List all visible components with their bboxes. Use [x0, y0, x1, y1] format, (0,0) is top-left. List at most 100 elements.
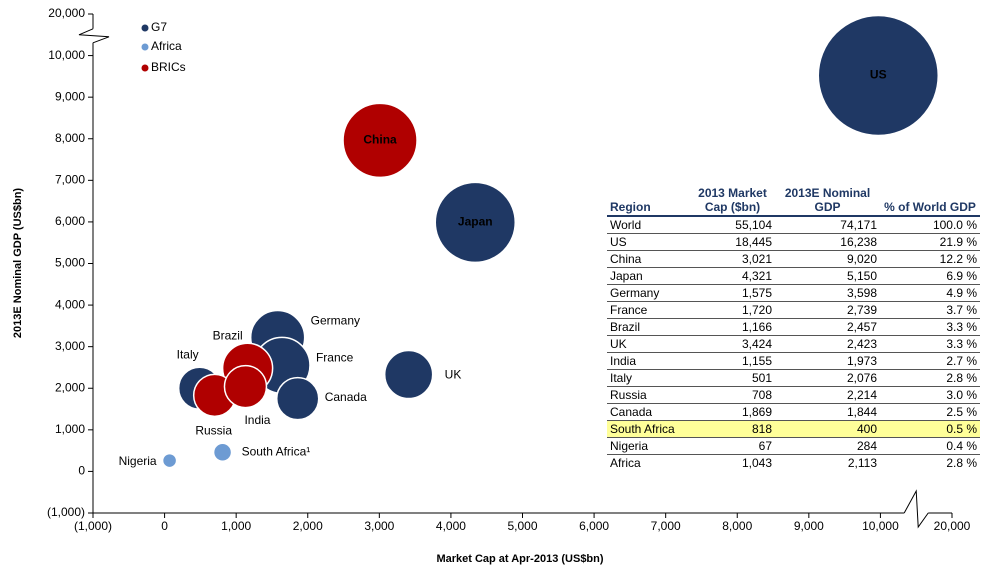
- table-row: India 1,155 1,973 2.7 %: [607, 352, 980, 370]
- table-cell: 4,321: [690, 267, 775, 285]
- bubble-label: India: [244, 413, 270, 427]
- bubble-label: Japan: [458, 215, 493, 229]
- table-row: France 1,720 2,739 3.7 %: [607, 301, 980, 319]
- table-cell: 67: [690, 437, 775, 455]
- table-row: China 3,021 9,020 12.2 %: [607, 250, 980, 268]
- table-row: Germany 1,575 3,598 4.9 %: [607, 284, 980, 302]
- legend-label: Africa: [151, 39, 182, 53]
- table-cell: 818: [690, 420, 775, 438]
- table-cell: 2.8 %: [946, 456, 977, 470]
- table-cell: UK: [607, 335, 690, 353]
- y-tick-label: 2,000: [55, 380, 85, 394]
- table-cell: 100.0 %: [880, 216, 980, 234]
- bubble: [342, 102, 418, 179]
- table-cell: Germany: [607, 284, 690, 302]
- table-cell: 708: [690, 386, 775, 404]
- table-cell: China: [607, 250, 690, 268]
- table-row: UK 3,424 2,423 3.3 %: [607, 335, 980, 353]
- bubble-label: South Africa¹: [242, 444, 311, 458]
- table-cell: 3,021: [690, 250, 775, 268]
- table-row: Italy 501 2,076 2.8 %: [607, 369, 980, 387]
- axis-break: [78, 28, 110, 44]
- table-body: World 55,104 74,171 100.0 % US 18,445 16,238 21…: [607, 216, 980, 471]
- data-table: Region 2013 Market Cap ($bn) 2013E Nominal…: [607, 186, 980, 471]
- y-tick-label: 8,000: [55, 131, 85, 145]
- table-cell: 3.7 %: [880, 301, 980, 319]
- table-cell: 1,973: [775, 352, 880, 370]
- y-tick-label: 3,000: [55, 339, 85, 353]
- table-cell: 1,166: [690, 318, 775, 336]
- table-cell: 2,423: [775, 335, 880, 353]
- table-row: US 18,445 16,238 21.9 %: [607, 233, 980, 251]
- table-cell: 16,238: [775, 233, 880, 251]
- bubble: [817, 14, 940, 137]
- table-cell: Canada: [607, 403, 690, 421]
- table-cell: 2,214: [775, 386, 880, 404]
- table-cell: 1,575: [690, 284, 775, 302]
- bubble-label: Germany: [311, 314, 360, 328]
- legend-marker: [141, 24, 149, 32]
- table-cell: 1,844: [775, 403, 880, 421]
- table-cell: 3,598: [775, 284, 880, 302]
- y-tick-label: 5,000: [55, 256, 85, 270]
- x-tick-label: 9,000: [794, 519, 824, 533]
- x-tick-label: 4,000: [436, 519, 466, 533]
- table-cell: 55,104: [690, 216, 775, 234]
- bubble-label: Russia: [195, 423, 232, 437]
- x-tick-label: 2,000: [293, 519, 323, 533]
- table-cell: 74,171: [775, 216, 880, 234]
- table-cell: 2,113: [847, 456, 877, 470]
- y-tick-label: (1,000): [47, 505, 85, 519]
- x-tick-label: 20,000: [934, 519, 971, 533]
- table-cell: Japan: [607, 267, 690, 285]
- y-tick-label: 4,000: [55, 297, 85, 311]
- table-cell: 1,043: [741, 456, 772, 470]
- bubble: [383, 349, 434, 400]
- table-cell: Brazil: [607, 318, 690, 336]
- x-tick-label: 5,000: [507, 519, 537, 533]
- table-row: Africa 1,043 2,113 2.8 %: [607, 455, 980, 472]
- x-tick-label: 10,000: [862, 519, 899, 533]
- table-row: World 55,104 74,171 100.0 %: [607, 216, 980, 234]
- table-cell: Africa: [610, 456, 641, 470]
- table-cell: 0.4 %: [880, 437, 980, 455]
- table-cell: Russia: [607, 386, 690, 404]
- table-cell: South Africa: [607, 420, 690, 438]
- table-cell: 1,869: [690, 403, 775, 421]
- table-row: South Africa 818 400 0.5 %: [607, 420, 980, 438]
- column-header: 2013E Nominal GDP: [775, 186, 880, 217]
- table-cell: 9,020: [775, 250, 880, 268]
- table-cell: 2.7 %: [880, 352, 980, 370]
- table-cell: 21.9 %: [880, 233, 980, 251]
- x-tick-label: 0: [161, 519, 168, 533]
- bubble: [161, 452, 178, 469]
- bubble-label: Brazil: [213, 328, 243, 342]
- legend-marker: [141, 43, 149, 51]
- table-cell: 0.5 %: [880, 420, 980, 438]
- table-cell: 3,424: [690, 335, 775, 353]
- table-cell: 400: [775, 420, 880, 438]
- table-cell: 6.9 %: [880, 267, 980, 285]
- x-tick-label: 6,000: [579, 519, 609, 533]
- y-axis-title: 2013E Nominal GDP (US$bn): [12, 188, 24, 339]
- y-tick-label: 6,000: [55, 214, 85, 228]
- axis-break: [903, 489, 929, 529]
- y-tick-label: 20,000: [48, 6, 85, 20]
- bubble: [275, 376, 320, 421]
- table-cell: 2.8 %: [880, 369, 980, 387]
- bubble-label: France: [316, 351, 354, 365]
- y-tick-label: 10,000: [48, 48, 85, 62]
- table-row: Japan 4,321 5,150 6.9 %: [607, 267, 980, 285]
- x-tick-label: (1,000): [74, 519, 112, 533]
- bubble: [223, 364, 268, 409]
- bubble-label: China: [363, 133, 397, 147]
- column-header: 2013 Market Cap ($bn): [690, 186, 775, 217]
- table-cell: France: [607, 301, 690, 319]
- table-cell: 3.0 %: [880, 386, 980, 404]
- table-cell: US: [607, 233, 690, 251]
- x-tick-label: 1,000: [221, 519, 251, 533]
- table-row: Canada 1,869 1,844 2.5 %: [607, 403, 980, 421]
- table-cell: 1,155: [690, 352, 775, 370]
- table-cell: Italy: [607, 369, 690, 387]
- table-cell: 2,457: [775, 318, 880, 336]
